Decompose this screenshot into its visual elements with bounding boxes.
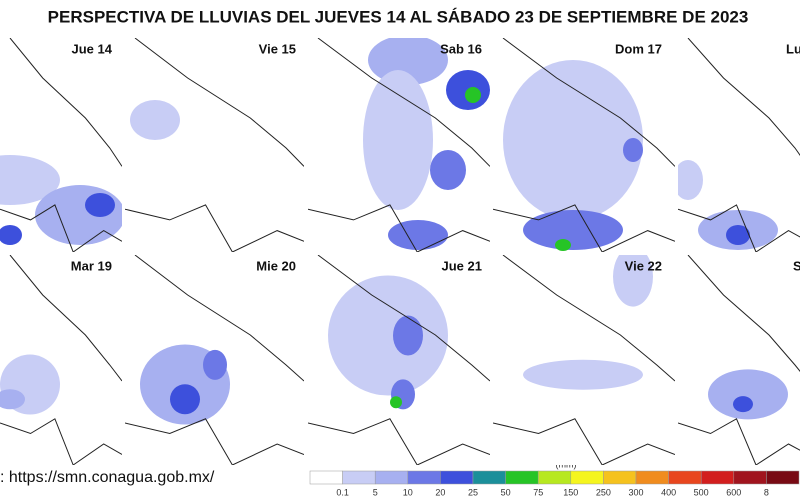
border-line (502, 38, 675, 167)
rain-area (430, 150, 466, 190)
legend-label: 250 (596, 487, 611, 497)
rain-area (388, 220, 448, 250)
legend-label: 75 (533, 487, 543, 497)
border-line (678, 204, 800, 252)
rain-area (393, 315, 423, 356)
border-line (317, 38, 490, 167)
rain-area (726, 225, 750, 245)
rain-area (35, 185, 122, 245)
source: : https://smn.conagua.gob.mx/ (0, 469, 215, 486)
legend-swatch (668, 470, 702, 485)
rain-area (678, 160, 703, 200)
rain-area (733, 396, 753, 413)
legend-label: 20 (435, 487, 445, 497)
border-line (0, 204, 122, 252)
rain-area (0, 225, 22, 245)
panel-label: Mar 19 (71, 258, 112, 273)
panel-label: Vie 22 (625, 258, 662, 273)
rain-area (203, 349, 227, 380)
legend-swatch (440, 470, 474, 485)
legend-swatch (700, 470, 735, 485)
panel-label: Jue 14 (72, 41, 113, 56)
map-panel (308, 255, 490, 465)
title: PERSPECTIVA DE LLUVIAS DEL JUEVES 14 AL … (48, 7, 749, 26)
rain-area (555, 239, 571, 251)
legend-swatch (505, 470, 539, 485)
border-line (9, 255, 122, 382)
map-panel (493, 38, 675, 252)
legend-swatch (407, 470, 441, 485)
legend-swatch (309, 470, 343, 485)
legend-label: 500 (694, 487, 709, 497)
legend-label: 5 (373, 487, 378, 497)
rain-area (523, 359, 643, 390)
map-panel (0, 255, 122, 465)
legend-swatch (537, 470, 572, 485)
rain-area (85, 193, 115, 217)
rain-area (390, 396, 402, 409)
border-line (687, 38, 800, 156)
legend-swatch (374, 470, 409, 485)
rain-area (523, 210, 623, 250)
panel-label: Mie 20 (256, 258, 296, 273)
rain-area (465, 87, 481, 103)
legend-label: 50 (501, 487, 511, 497)
border-line (134, 38, 304, 167)
rain-area (170, 384, 200, 415)
rain-area (503, 60, 643, 220)
rain-area (623, 138, 643, 162)
border-line (502, 255, 675, 382)
rain-area (0, 155, 60, 205)
legend-swatch (603, 470, 637, 485)
rain-area (328, 275, 448, 396)
legend-label: 300 (628, 487, 643, 497)
legend-label: 600 (726, 487, 741, 497)
legend-swatch (733, 470, 767, 485)
border-line (308, 418, 490, 465)
panel-label: Vie 15 (259, 41, 296, 56)
border-line (493, 418, 675, 465)
panel-label: S (793, 258, 800, 273)
rain-area (0, 389, 25, 410)
border-line (678, 418, 800, 465)
border-line (0, 418, 122, 465)
rain-area (708, 369, 788, 420)
panel-label: Lu (786, 41, 800, 56)
legend-label: 400 (661, 487, 676, 497)
map-panel (678, 38, 800, 252)
border-line (9, 38, 122, 167)
panel-label: Dom 17 (615, 41, 662, 56)
border-line (687, 255, 800, 372)
legend-swatch (472, 470, 506, 485)
border-line (134, 255, 304, 382)
legend-label: 0.1 (336, 487, 349, 497)
border-line (125, 418, 304, 465)
border-line (308, 204, 490, 252)
panel-bg (678, 255, 800, 465)
border-line (125, 204, 304, 252)
legend-label: 10 (403, 487, 413, 497)
legend-swatch (635, 470, 669, 485)
border-line (317, 255, 490, 382)
map-panel (0, 38, 122, 252)
panel-label: Jue 21 (442, 258, 482, 273)
legend-label: 150 (563, 487, 578, 497)
map-panel (308, 38, 490, 252)
panel-label: Sab 16 (440, 41, 482, 56)
map-panel (125, 38, 304, 252)
legend-swatch (766, 470, 800, 485)
map-panel (678, 255, 800, 465)
map-panel (125, 255, 304, 465)
legend-swatch (570, 470, 604, 485)
rain-area (130, 100, 180, 140)
legend-label: 8 (764, 487, 769, 497)
rain-area (613, 255, 653, 307)
border-line (493, 204, 675, 252)
map-panel (493, 255, 675, 465)
rain-area (363, 70, 433, 210)
legend-swatch (342, 470, 376, 485)
legend-label: 25 (468, 487, 478, 497)
